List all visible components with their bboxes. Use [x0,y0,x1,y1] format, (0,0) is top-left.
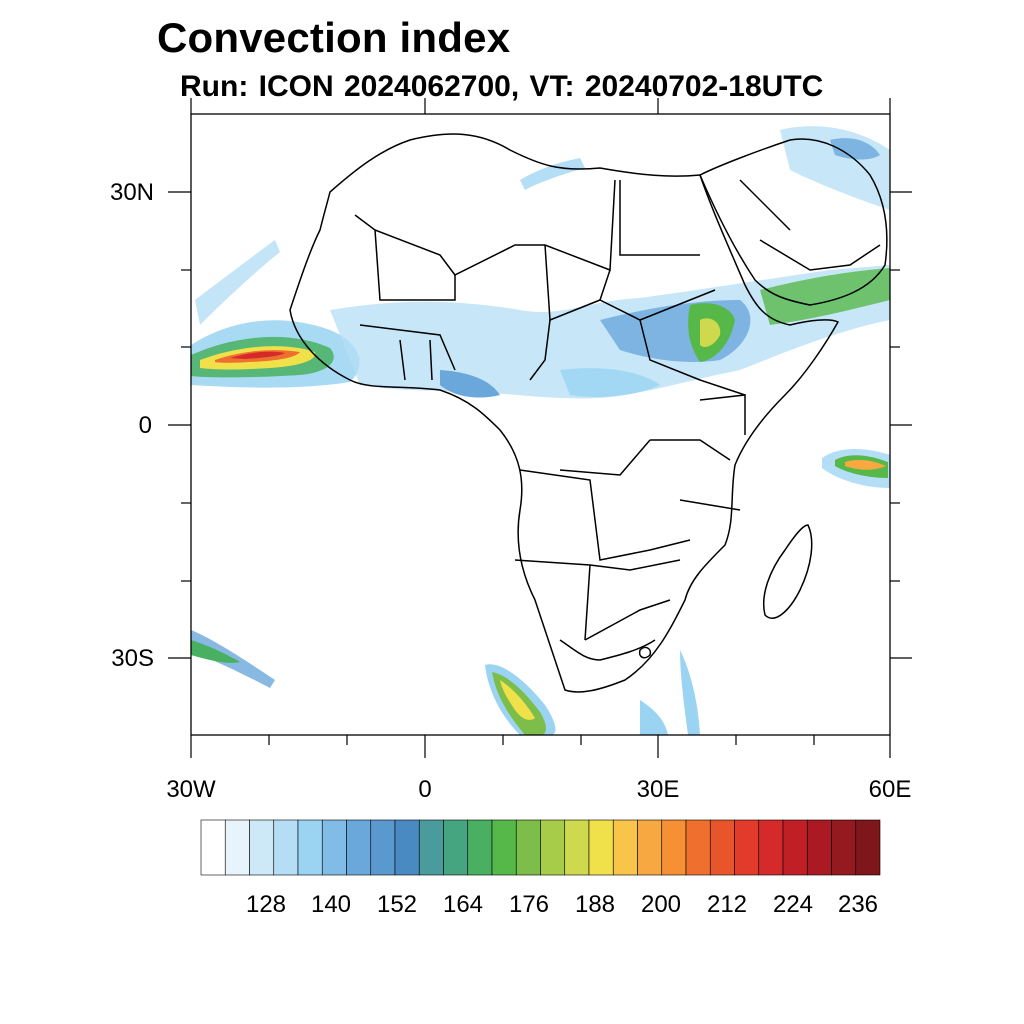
y-tick-label: 30N [110,179,154,206]
colorbar-label: 212 [707,891,747,918]
colorbar-swatch [758,819,784,876]
colorbar-label: 176 [509,891,549,918]
colorbar-swatch [637,819,663,876]
colorbar-swatch [321,819,347,876]
colorbar-swatch [297,819,323,876]
colorbar-swatch [782,819,808,876]
colorbar-label: 224 [773,891,813,918]
colorbar-swatch [515,819,541,876]
colorbar-swatch [612,819,638,876]
madagascar-coastline [763,524,813,619]
colorbar-swatch [661,819,687,876]
colorbar-swatch [734,819,760,876]
colorbar-swatch [273,819,299,876]
colorbar-swatch [831,819,857,876]
x-tick-label: 60E [869,776,912,803]
colorbar: 128 140 152 164 176 188 200 212 224 236 [200,819,881,918]
colorbar-swatch [540,819,566,876]
plot-title: Convection index [157,14,511,61]
plot-subtitle: Run: ICON 2024062700, VT: 20240702-18UTC [180,70,824,103]
y-tick-label: 30S [111,645,154,672]
colorbar-swatch [346,819,372,876]
colorbar-label: 128 [246,891,286,918]
colorbar-label: 164 [443,891,483,918]
colorbar-swatch [370,819,396,876]
map-frame: 30W 0 30E 60E 30N 0 30S [110,98,912,803]
colorbar-swatch [588,819,614,876]
arabia-coastline [699,138,888,306]
coastline-layer [289,133,888,693]
convection-field-layer [191,126,890,735]
colorbar-swatch [467,819,493,876]
africa-coastline [289,133,840,693]
colorbar-swatch [224,819,250,876]
colorbar-swatch [491,819,517,876]
colorbar-swatch [443,819,469,876]
colorbar-swatch [709,819,735,876]
colorbar-swatch [249,819,275,876]
colorbar-swatch [418,819,444,876]
colorbar-label: 200 [641,891,681,918]
colorbar-swatch [200,819,226,876]
colorbar-swatch [394,819,420,876]
x-tick-label: 0 [418,776,431,803]
colorbar-swatch [855,819,881,876]
colorbar-label: 140 [311,891,351,918]
x-tick-label: 30W [166,776,216,803]
colorbar-swatch [564,819,590,876]
colorbar-label: 188 [575,891,615,918]
colorbar-label: 236 [838,891,878,918]
x-tick-label: 30E [637,776,680,803]
colorbar-label: 152 [377,891,417,918]
colorbar-swatch [806,819,832,876]
colorbar-swatch [685,819,711,876]
y-tick-label: 0 [139,412,152,439]
